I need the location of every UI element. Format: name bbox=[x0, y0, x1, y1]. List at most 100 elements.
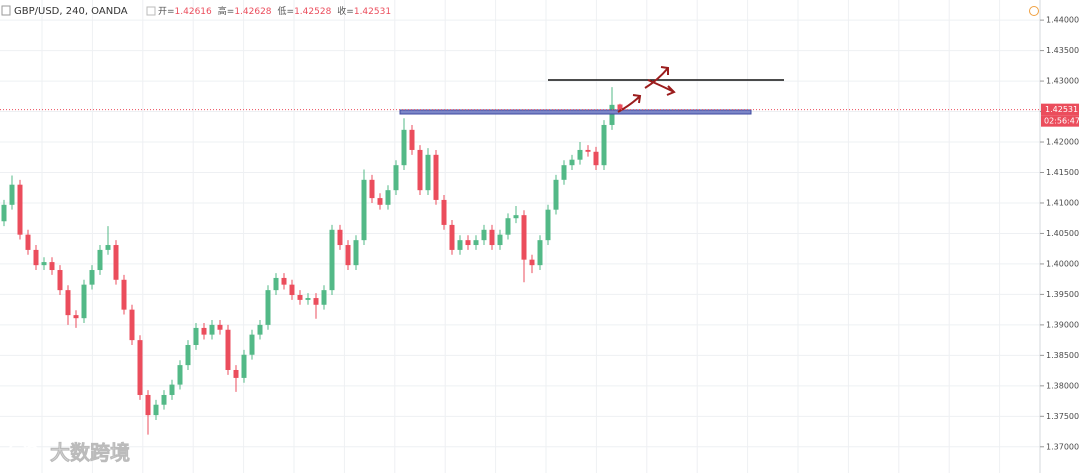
candle-body bbox=[513, 215, 519, 219]
y-tick-label: 1.43000 bbox=[1046, 77, 1079, 86]
candle-body bbox=[321, 290, 327, 305]
candle-body bbox=[489, 229, 495, 246]
y-tick-label: 1.37500 bbox=[1046, 412, 1079, 421]
candle-body bbox=[409, 129, 415, 150]
candle-body bbox=[529, 259, 535, 266]
candle-body bbox=[241, 354, 247, 378]
candle-body bbox=[161, 394, 167, 405]
candle-body bbox=[313, 298, 319, 305]
candle-body bbox=[273, 277, 279, 291]
candle-body bbox=[9, 184, 15, 205]
candle-body bbox=[105, 245, 111, 250]
candle-body bbox=[569, 159, 575, 166]
candle-body bbox=[49, 262, 55, 271]
candle-body bbox=[249, 334, 255, 355]
candle-body bbox=[473, 240, 479, 246]
last-price-label: 1.42531 bbox=[1045, 105, 1078, 114]
vertical-grid bbox=[41, 0, 1001, 473]
candle-body bbox=[617, 104, 623, 110]
candle-body bbox=[497, 234, 503, 246]
candle-body bbox=[433, 154, 439, 200]
candle-body bbox=[417, 149, 423, 191]
candle-body bbox=[345, 245, 351, 266]
last-price-box bbox=[1041, 103, 1079, 116]
arrow bbox=[647, 79, 676, 96]
candle-body bbox=[41, 262, 47, 266]
candle-body bbox=[169, 384, 175, 395]
price-axis bbox=[1040, 0, 1080, 473]
candle-body bbox=[505, 218, 511, 235]
candle-body bbox=[193, 327, 199, 345]
candle-body bbox=[257, 324, 263, 335]
candle-body bbox=[481, 229, 487, 241]
candle-body bbox=[401, 129, 407, 166]
ohlc-key: 开= bbox=[158, 6, 175, 17]
clock-icon[interactable] bbox=[1029, 6, 1039, 16]
candle-body bbox=[1, 204, 7, 222]
candle-body bbox=[577, 149, 583, 160]
y-tick-label: 1.40000 bbox=[1046, 259, 1079, 268]
candle-body bbox=[593, 151, 599, 166]
candle-body bbox=[185, 344, 191, 366]
candle-body bbox=[377, 198, 383, 205]
watermark-text: 大数跨境 bbox=[50, 441, 130, 465]
candle-body bbox=[297, 295, 303, 300]
candle-body bbox=[57, 270, 63, 291]
candle-body bbox=[153, 404, 159, 416]
candle-body bbox=[465, 240, 471, 246]
y-tick-label: 1.43500 bbox=[1046, 46, 1079, 55]
header: GBP/USD, 240, OANDA 开=1.42616 高=1.42628 低=… bbox=[1, 5, 391, 17]
ohlc-value: 1.42528 bbox=[294, 7, 331, 17]
symbol-title: GBP/USD, 240, OANDA bbox=[14, 6, 128, 17]
candle-body bbox=[17, 184, 23, 235]
ohlc-value: 1.42531 bbox=[354, 7, 391, 17]
y-tick-label: 1.38000 bbox=[1046, 381, 1079, 390]
candle-body bbox=[449, 224, 455, 250]
candle-body bbox=[113, 245, 119, 280]
candle-body bbox=[609, 104, 615, 125]
candle-body bbox=[385, 190, 391, 205]
candle-body bbox=[89, 270, 95, 285]
candle-body bbox=[33, 249, 39, 266]
candle-body bbox=[65, 290, 71, 316]
candle-body bbox=[561, 165, 567, 180]
arrows bbox=[617, 66, 676, 113]
candles bbox=[1, 87, 623, 435]
candle-body bbox=[25, 234, 31, 250]
candle-body bbox=[393, 165, 399, 191]
y-tick-label: 1.40500 bbox=[1046, 229, 1079, 238]
candle-body bbox=[537, 240, 543, 266]
candle-body bbox=[457, 240, 463, 250]
y-tick-label: 1.41500 bbox=[1046, 168, 1079, 177]
resistance-zone bbox=[399, 109, 752, 115]
candle-body bbox=[209, 324, 215, 335]
candle-body bbox=[265, 290, 271, 325]
ohlc-key: 高= bbox=[218, 5, 235, 17]
y-tick-label: 1.39500 bbox=[1046, 290, 1079, 299]
candle-body bbox=[553, 179, 559, 210]
y-tick-label: 1.39000 bbox=[1046, 320, 1079, 329]
candle-body bbox=[545, 209, 551, 241]
toggle-icon[interactable] bbox=[146, 6, 156, 16]
candle-body bbox=[73, 315, 79, 319]
candle-body bbox=[129, 309, 135, 341]
countdown: 02:56:47 bbox=[1044, 117, 1080, 126]
candle-body bbox=[441, 199, 447, 225]
candle-body bbox=[121, 279, 127, 310]
candle-body bbox=[425, 154, 431, 191]
candle-body bbox=[361, 179, 367, 241]
candle-body bbox=[289, 284, 295, 296]
y-tick-label: 1.37000 bbox=[1046, 442, 1079, 451]
watermark-logo bbox=[8, 442, 28, 462]
candle-body bbox=[521, 215, 527, 260]
candle-body bbox=[145, 394, 151, 416]
price-axis-labels: 1.440001.435001.430001.425001.420001.415… bbox=[1040, 16, 1080, 451]
y-tick-label: 1.38500 bbox=[1046, 351, 1079, 360]
y-tick-label: 1.44000 bbox=[1046, 16, 1079, 25]
candle-body bbox=[337, 229, 343, 246]
candle-body bbox=[217, 324, 223, 330]
ohlc-key: 低= bbox=[278, 5, 295, 17]
candle-body bbox=[233, 369, 239, 378]
horizontal-grid bbox=[0, 19, 1040, 448]
